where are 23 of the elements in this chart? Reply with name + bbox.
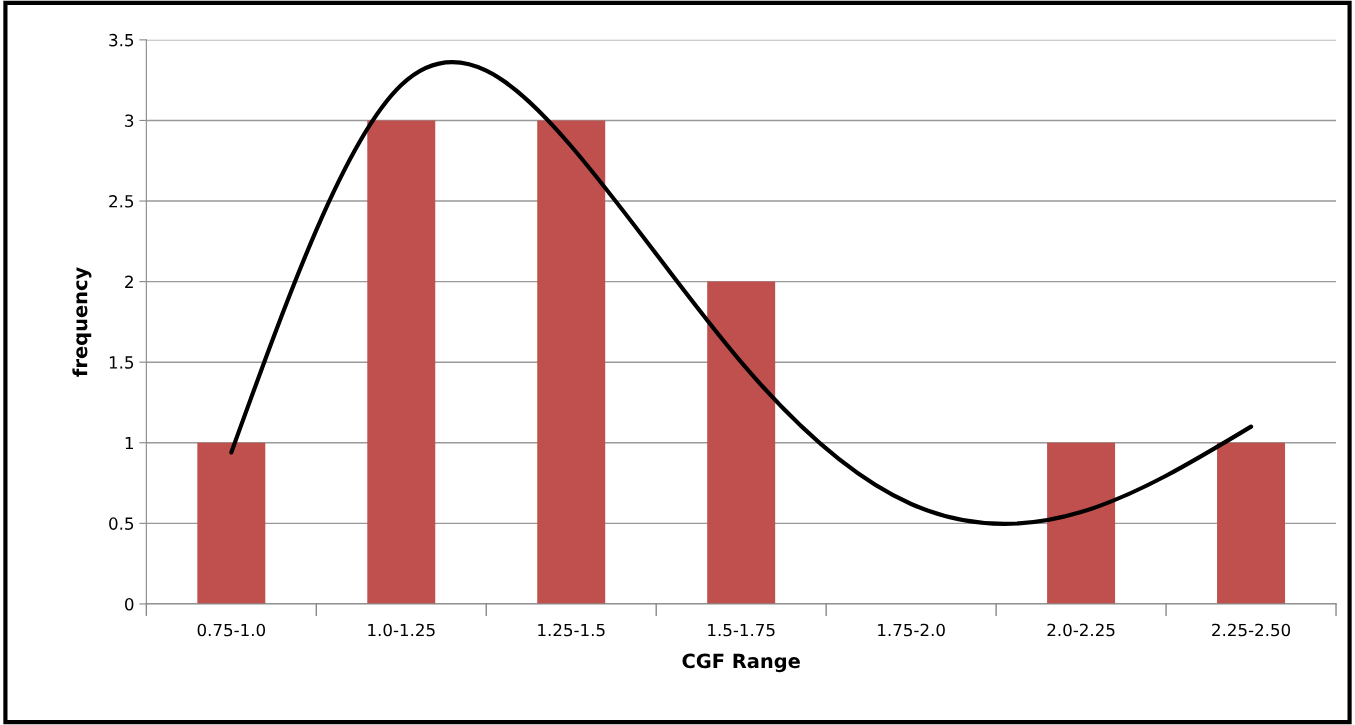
y-tick-label: 2.5 bbox=[109, 194, 134, 208]
x-tick-label: 2.25-2.50 bbox=[1212, 623, 1291, 637]
y-tick-label: 0 bbox=[125, 597, 134, 611]
y-tick-label: 0.5 bbox=[109, 517, 134, 530]
x-tick-label: 1.5-1.75 bbox=[708, 623, 775, 637]
bar bbox=[1047, 442, 1116, 604]
x-tick-label: 1.75-2.0 bbox=[878, 623, 945, 637]
bar bbox=[367, 120, 436, 604]
x-tick-label: 1.25-1.5 bbox=[538, 623, 605, 637]
x-tick-label: 1.0-1.25 bbox=[368, 623, 435, 637]
bar bbox=[707, 281, 776, 604]
bar bbox=[537, 120, 606, 604]
bar bbox=[197, 442, 266, 604]
y-tick-label: 1.5 bbox=[109, 356, 134, 369]
x-tick-label: 0.75-1.0 bbox=[197, 623, 266, 637]
y-tick-label: 1 bbox=[125, 436, 133, 450]
y-axis-title: frequency bbox=[72, 267, 92, 377]
y-tick-label: 3 bbox=[125, 114, 134, 128]
x-tick-label: 2.0-2.25 bbox=[1047, 623, 1115, 637]
y-tick-label: 2 bbox=[125, 275, 133, 288]
y-tick-label: 3.5 bbox=[109, 33, 134, 47]
x-axis-title: CGF Range bbox=[682, 653, 800, 673]
bar bbox=[1217, 442, 1286, 604]
